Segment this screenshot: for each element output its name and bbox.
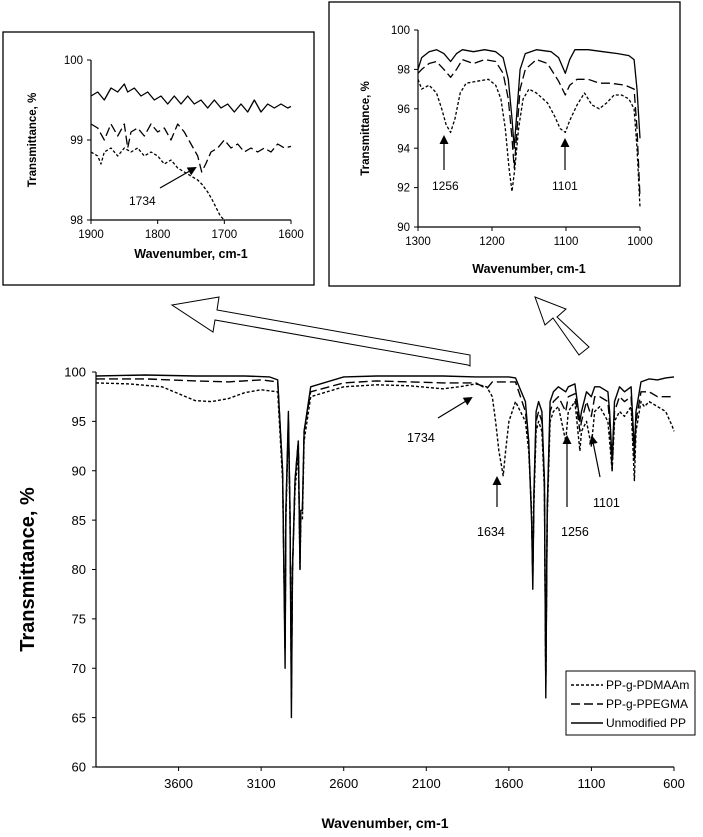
inset-right-x-tick-label: 1300: [405, 236, 431, 248]
inset-right-series-pp-g-ppegma: [417, 58, 641, 198]
annotation-1734-inset-left: 1734: [129, 167, 197, 208]
inset-left-x-tick-label: 1600: [278, 229, 304, 241]
main-x-tick-label: 3600: [164, 776, 193, 791]
inset-left-series-pp-g-ppegma: [90, 123, 292, 173]
inset-right-series-unmodified-pp: [417, 49, 641, 149]
inset-right-y-tick-label: 94: [397, 143, 410, 155]
annotation-1101-inset-right: 1101: [552, 138, 578, 193]
inset-left-series-pp-g-pdmaam: [90, 147, 225, 221]
inset-left-y-tick-label: 100: [64, 55, 83, 67]
inset-left-x-tick-label: 1900: [78, 229, 104, 241]
inset-right-x-tick-label: 1200: [479, 236, 505, 248]
inset-right-x-tick-label: 1000: [627, 236, 653, 248]
inset-right-x-tick-label: 1100: [554, 236, 579, 248]
annotation-1634-main: 1634: [477, 476, 505, 539]
inset-left-y-tick-label: 98: [70, 215, 83, 227]
legend-item-unmodified: Unmodified PP: [571, 716, 686, 730]
main-x-tick-label: 1600: [494, 776, 523, 791]
main-x-tick-label: 600: [663, 776, 685, 791]
main-y-tick-label: 80: [72, 562, 86, 577]
main-series-unmodified-pp: [95, 374, 675, 719]
main-y-tick-label: 75: [72, 612, 86, 627]
inset-right-y-tick-label: 92: [397, 183, 410, 195]
svg-text:1101: 1101: [552, 179, 578, 193]
svg-text:1734: 1734: [407, 431, 435, 445]
inset-left-x-axis-title: Wavenumber, cm-1: [134, 247, 248, 261]
main-y-axis-title: Transmittance, %: [17, 487, 39, 652]
main-y-tick-label: 60: [72, 760, 86, 775]
main-x-tick-label: 1100: [577, 776, 605, 791]
main-spectrum-plot: 60 65 70 75 80 85 90 95 100 3600 3100 2600 2100 1600 1…: [17, 365, 685, 831]
main-y-tick-label: 100: [64, 365, 86, 380]
svg-text:Unmodified PP: Unmodified PP: [606, 716, 686, 730]
main-x-axis-title: Wavenumber, cm-1: [321, 815, 448, 831]
inset-right-plot: 90 92 94 96 98 100 1300 1200 1100 1000 Wavenumber,…: [360, 25, 653, 276]
svg-text:PP-g-PDMAAm: PP-g-PDMAAm: [606, 678, 689, 692]
main-x-tick-label: 2100: [412, 776, 441, 791]
main-y-tick-label: 85: [72, 513, 86, 528]
legend: PP-g-PDMAAm PP-g-PPEGMA Unmodified PP: [565, 670, 696, 736]
annotation-1101-main: 1101: [588, 435, 620, 510]
inset-left-y-axis-title: Transmittance, %: [27, 93, 39, 188]
legend-item-pdmaam: PP-g-PDMAAm: [571, 678, 689, 692]
inset-right-y-tick-label: 90: [397, 222, 410, 234]
legend-item-ppegma: PP-g-PPEGMA: [571, 697, 688, 711]
inset-left-frame: [2, 31, 315, 286]
inset-left-y-tick-label: 99: [70, 135, 83, 147]
inset-right-x-axis-title: Wavenumber, cm-1: [472, 262, 586, 276]
svg-text:1256: 1256: [561, 525, 589, 539]
svg-text:1734: 1734: [129, 194, 156, 208]
svg-text:1256: 1256: [432, 179, 459, 193]
inset-left-x-tick-label: 1700: [212, 229, 238, 241]
inset-right-y-tick-label: 98: [397, 65, 410, 77]
annotation-1734-main: 1734: [407, 396, 473, 445]
annotation-1256-inset-right: 1256: [432, 135, 459, 193]
inset-right-y-tick-label: 96: [397, 104, 410, 116]
inset-right-y-tick-label: 100: [391, 25, 410, 37]
svg-text:1634: 1634: [477, 525, 505, 539]
inset-left-x-tick-label: 1800: [145, 229, 171, 241]
inset-left-series-unmodified-pp: [90, 83, 292, 113]
main-y-tick-label: 70: [72, 661, 86, 676]
inset-right-frame: [328, 1, 681, 287]
annotation-1256-main: 1256: [561, 435, 589, 539]
callout-arrow-right: [534, 296, 590, 356]
inset-right-series-pp-g-pdmaam: [417, 78, 641, 208]
inset-right-y-axis-title: Transmittance, %: [360, 81, 372, 176]
legend-box: [565, 670, 696, 736]
callout-arrow-left: [170, 296, 471, 367]
main-y-tick-label: 95: [72, 414, 86, 429]
main-y-tick-label: 65: [72, 710, 86, 725]
main-x-tick-label: 3100: [247, 776, 276, 791]
svg-text:PP-g-PPEGMA: PP-g-PPEGMA: [606, 697, 688, 711]
main-x-tick-label: 2600: [329, 776, 358, 791]
inset-left-plot: 98 99 100 1900 1800 1700 1600 Wavenumber, cm-1 T…: [27, 55, 304, 261]
main-y-tick-label: 90: [72, 463, 86, 478]
svg-text:1101: 1101: [593, 496, 620, 510]
